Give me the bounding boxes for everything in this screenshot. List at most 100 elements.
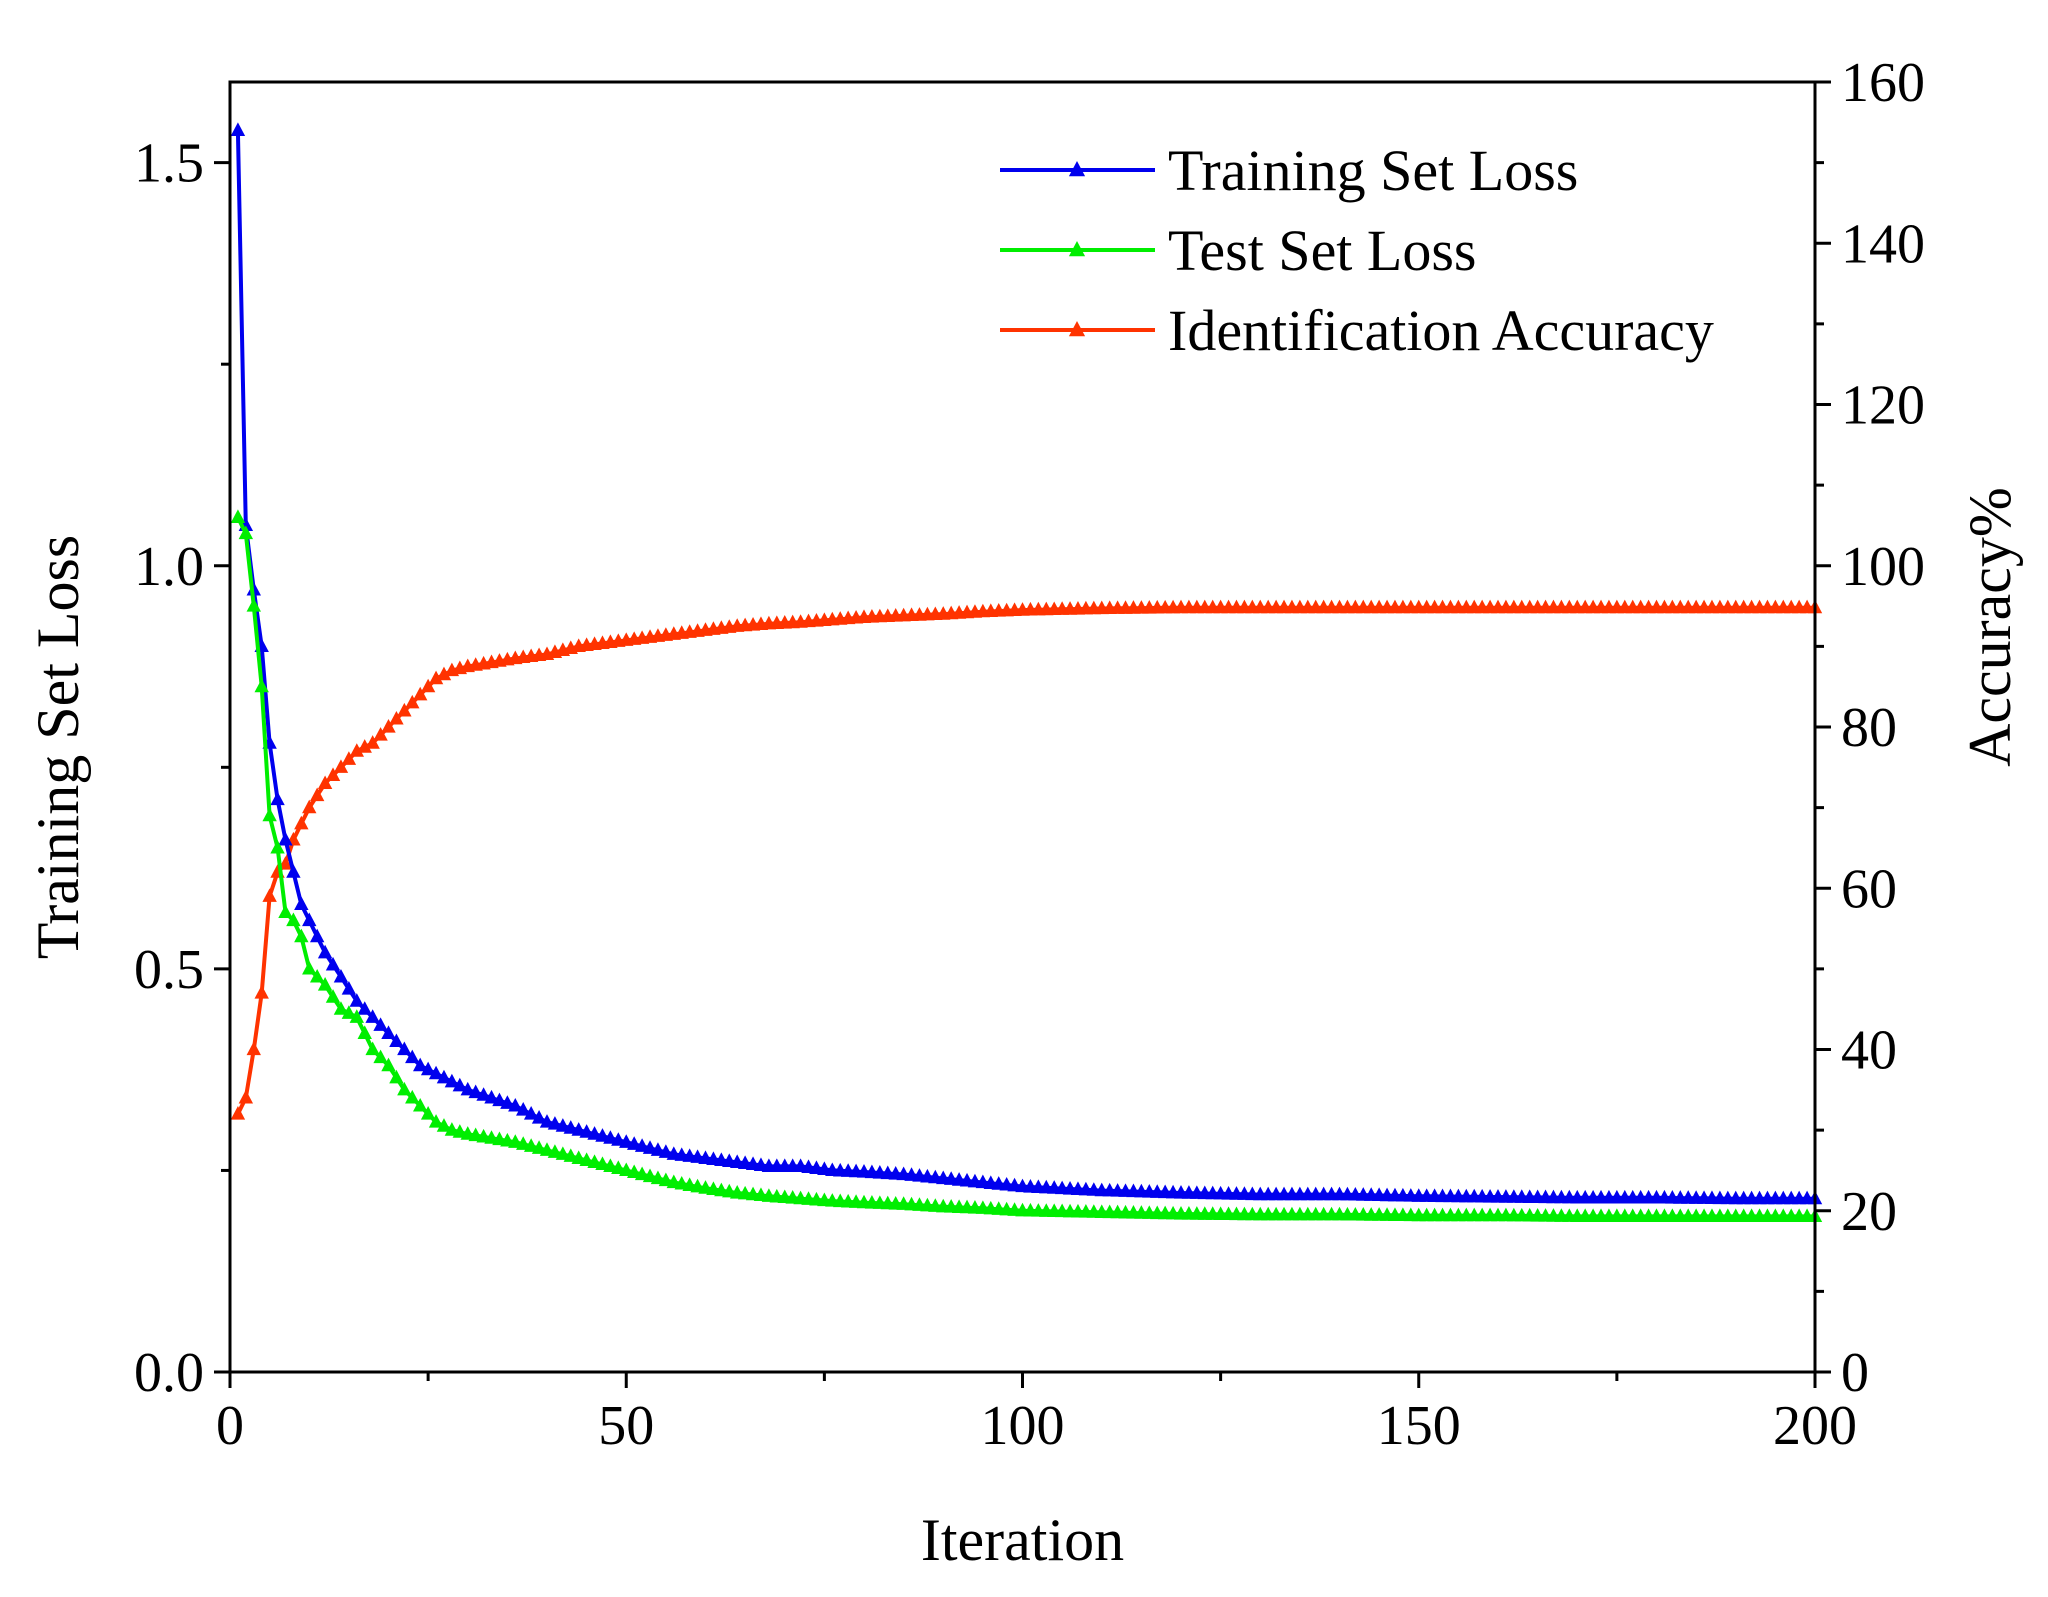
data-point-identification-accuracy bbox=[317, 775, 333, 790]
data-point-training-set-loss bbox=[484, 1089, 499, 1104]
data-point-training-set-loss bbox=[523, 1106, 539, 1120]
data-point-test-set-loss bbox=[373, 1049, 388, 1064]
data-point-test-set-loss bbox=[389, 1069, 404, 1084]
series-layer bbox=[230, 122, 1823, 1222]
x-axis-title: Iteration bbox=[921, 1507, 1124, 1573]
y-left-tick-label: 0.0 bbox=[134, 1342, 204, 1404]
data-point-training-set-loss bbox=[357, 1001, 372, 1015]
legend-label-test-set-loss: Test Set Loss bbox=[1168, 218, 1477, 283]
legend: Training Set Loss Test Set Loss Identifi… bbox=[1000, 138, 1714, 363]
data-point-training-set-loss bbox=[286, 864, 301, 878]
legend-marker-test-set-loss bbox=[1068, 241, 1086, 257]
data-point-training-set-loss bbox=[381, 1025, 396, 1039]
data-point-test-set-loss bbox=[246, 598, 261, 612]
x-tick-label: 100 bbox=[981, 1395, 1065, 1457]
data-point-test-set-loss bbox=[341, 1005, 357, 1019]
x-tick-label: 0 bbox=[216, 1395, 244, 1457]
data-point-test-set-loss bbox=[365, 1041, 380, 1056]
tick-layer: 0 50 100 150 200 0.0 0.5 1.0 1.5 0 20 40 60 80 100 120 1… bbox=[134, 52, 1925, 1457]
data-point-identification-accuracy bbox=[405, 694, 420, 709]
data-point-identification-accuracy bbox=[262, 888, 277, 902]
data-point-test-set-loss bbox=[436, 1118, 452, 1132]
data-point-training-set-loss bbox=[278, 831, 293, 846]
data-point-identification-accuracy bbox=[357, 739, 372, 753]
data-point-test-set-loss bbox=[405, 1089, 420, 1104]
y-left-tick-label: 0.5 bbox=[134, 939, 204, 1001]
data-point-identification-accuracy bbox=[389, 710, 404, 725]
data-point-training-set-loss bbox=[373, 1017, 388, 1031]
data-point-test-set-loss bbox=[302, 960, 317, 975]
data-point-identification-accuracy bbox=[302, 799, 317, 814]
data-point-training-set-loss bbox=[468, 1084, 483, 1099]
data-point-training-set-loss bbox=[428, 1065, 444, 1080]
data-point-test-set-loss bbox=[428, 1114, 444, 1128]
data-point-test-set-loss bbox=[262, 807, 277, 822]
data-point-training-set-loss bbox=[508, 1097, 523, 1112]
data-point-training-set-loss bbox=[476, 1087, 491, 1101]
legend-label-identification-accuracy: Identification Accuracy bbox=[1168, 298, 1714, 363]
data-point-identification-accuracy bbox=[246, 1041, 261, 1056]
data-point-training-set-loss bbox=[365, 1009, 380, 1023]
data-point-identification-accuracy bbox=[294, 815, 309, 830]
data-point-identification-accuracy bbox=[333, 759, 349, 773]
data-point-training-set-loss bbox=[230, 122, 246, 136]
data-point-training-set-loss bbox=[460, 1081, 475, 1096]
data-point-training-set-loss bbox=[341, 981, 357, 995]
data-point-training-set-loss bbox=[270, 791, 285, 806]
data-point-identification-accuracy bbox=[381, 719, 396, 733]
data-point-training-set-loss bbox=[531, 1110, 547, 1124]
data-point-training-set-loss bbox=[436, 1069, 452, 1084]
data-point-test-set-loss bbox=[397, 1081, 412, 1096]
data-point-identification-accuracy bbox=[278, 856, 293, 870]
legend-label-training-set-loss: Training Set Loss bbox=[1168, 138, 1578, 203]
data-point-test-set-loss bbox=[230, 509, 246, 523]
data-point-training-set-loss bbox=[420, 1061, 436, 1076]
data-point-test-set-loss bbox=[317, 977, 333, 991]
data-point-identification-accuracy bbox=[254, 985, 269, 999]
data-point-training-set-loss bbox=[516, 1101, 531, 1116]
data-point-test-set-loss bbox=[349, 1009, 364, 1023]
data-point-test-set-loss bbox=[254, 678, 269, 693]
data-point-identification-accuracy bbox=[428, 670, 444, 685]
y-right-axis-title: Accuracy% bbox=[1957, 487, 2023, 767]
data-point-identification-accuracy bbox=[309, 787, 325, 802]
data-point-identification-accuracy bbox=[238, 1089, 254, 1104]
data-point-identification-accuracy bbox=[373, 727, 388, 741]
data-point-identification-accuracy bbox=[413, 686, 428, 701]
data-point-identification-accuracy bbox=[397, 702, 412, 717]
legend-marker-identification-accuracy bbox=[1068, 321, 1086, 337]
data-point-identification-accuracy bbox=[349, 743, 364, 757]
data-point-test-set-loss bbox=[238, 525, 254, 540]
data-point-training-set-loss bbox=[349, 993, 364, 1007]
x-tick-label: 200 bbox=[1773, 1395, 1857, 1457]
data-point-identification-accuracy bbox=[341, 751, 357, 765]
y-right-tick-label: 160 bbox=[1841, 52, 1925, 114]
x-tick-label: 50 bbox=[598, 1395, 654, 1457]
data-point-test-set-loss bbox=[294, 928, 309, 943]
data-point-test-set-loss bbox=[381, 1057, 396, 1072]
y-right-tick-label: 20 bbox=[1841, 1181, 1897, 1243]
data-point-test-set-loss bbox=[286, 912, 301, 927]
y-left-axis-title: Training Set Loss bbox=[25, 535, 91, 960]
data-point-test-set-loss bbox=[325, 989, 341, 1003]
data-point-training-set-loss bbox=[397, 1041, 412, 1056]
data-point-test-set-loss bbox=[270, 839, 285, 854]
data-point-training-set-loss bbox=[444, 1073, 460, 1088]
y-right-tick-label: 100 bbox=[1841, 536, 1925, 598]
y-left-tick-label: 1.5 bbox=[134, 133, 204, 195]
legend-marker-training-set-loss bbox=[1068, 161, 1086, 177]
data-point-identification-accuracy bbox=[365, 735, 380, 749]
data-point-training-set-loss bbox=[389, 1033, 404, 1048]
data-point-training-set-loss bbox=[325, 956, 341, 971]
data-point-training-set-loss bbox=[302, 912, 317, 927]
data-point-test-set-loss bbox=[413, 1097, 428, 1112]
data-point-training-set-loss bbox=[492, 1092, 507, 1107]
data-point-training-set-loss bbox=[500, 1095, 515, 1109]
data-point-test-set-loss bbox=[278, 904, 293, 919]
data-point-training-set-loss bbox=[317, 944, 333, 959]
data-point-training-set-loss bbox=[294, 896, 309, 910]
data-point-identification-accuracy bbox=[420, 678, 436, 693]
data-point-training-set-loss bbox=[405, 1049, 420, 1064]
